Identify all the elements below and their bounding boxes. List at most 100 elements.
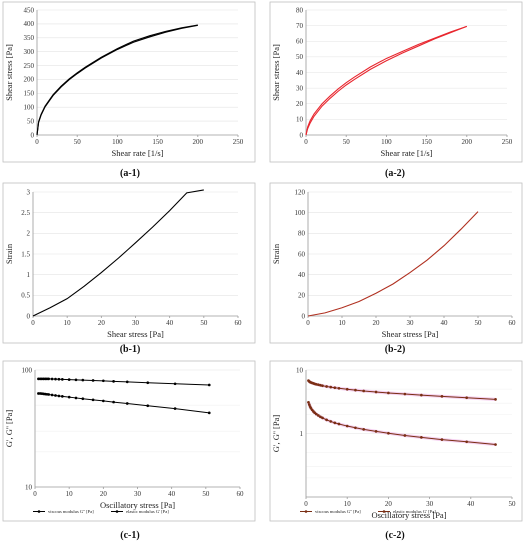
series-line [305, 25, 467, 136]
legend-marker [304, 510, 308, 513]
data-point [314, 412, 318, 416]
data-point [387, 391, 390, 395]
y-tick-label: 40 [298, 271, 306, 279]
y-tick-label: 0 [27, 312, 31, 320]
y-tick-label: 70 [296, 22, 304, 30]
x-tick-label: 10 [344, 500, 352, 508]
y-tick-label: 450 [24, 6, 35, 14]
data-point [54, 377, 57, 381]
y-tick-label: 60 [298, 250, 306, 258]
data-point [319, 383, 322, 387]
x-tick-label: 0 [306, 319, 310, 327]
x-tick-label: 10 [66, 490, 74, 498]
data-point [146, 404, 150, 408]
data-point [354, 388, 357, 392]
data-point [337, 422, 341, 426]
y-axis-label: Strain [271, 243, 281, 264]
x-tick-label: 30 [407, 319, 415, 327]
data-point [67, 378, 71, 381]
x-tick-label: 30 [132, 319, 140, 327]
panel-label-a-2: (a-2) [385, 168, 405, 179]
y-tick-label: 120 [295, 188, 306, 196]
y-tick-label: 1 [300, 430, 304, 438]
chart-panel-b-2: 0 20 40 60 80 100 120 0 10 20 30 40 50 60 Shear stress… [269, 182, 523, 344]
y-tick-label: 60 [296, 38, 304, 46]
data-point [81, 378, 85, 382]
x-tick-label: 0 [304, 500, 308, 508]
data-point [321, 384, 324, 388]
y-tick-label: 40 [296, 69, 304, 77]
data-point [47, 377, 51, 381]
panel-label-b-2: (b-2) [385, 344, 406, 355]
x-tick-label: 20 [385, 500, 393, 508]
y-tick-label: 100 [295, 209, 306, 217]
data-point [420, 435, 423, 439]
x-tick-label: 100 [381, 138, 392, 146]
data-point [50, 377, 54, 381]
panel-frame [269, 360, 523, 522]
data-point [54, 394, 57, 397]
x-axis-label: Shear stress [Pa] [382, 329, 439, 339]
data-point [307, 400, 310, 404]
y-tick-label: 0 [31, 131, 35, 139]
x-axis-label: Shear rate [1/s] [381, 148, 433, 158]
y-tick-label: 150 [24, 90, 35, 98]
y-tick-label: 100 [22, 366, 33, 374]
y-axis-label: G', G'' [Pa] [271, 415, 281, 453]
data-point [440, 394, 444, 398]
x-axis-label: Oscillatory stress [Pa] [100, 500, 175, 510]
panel-label-b-1: (b-1) [120, 344, 141, 355]
data-point [125, 380, 129, 384]
x-tick-label: 60 [509, 319, 517, 327]
y-tick-label: 0.5 [21, 292, 30, 300]
data-point [337, 386, 341, 390]
data-point [420, 393, 423, 397]
y-tick-label: 10 [25, 483, 33, 491]
data-point [125, 402, 129, 405]
x-tick-label: 150 [421, 138, 432, 146]
legend-marker [37, 510, 41, 513]
panel-label-a-1: (a-1) [120, 168, 140, 179]
data-point [314, 382, 318, 386]
panel-label-c-1: (c-1) [120, 530, 139, 541]
y-tick-label: 2 [27, 230, 31, 238]
y-tick-label: 0 [300, 131, 304, 139]
data-point [440, 438, 444, 442]
data-point [173, 382, 177, 386]
data-point [207, 383, 211, 387]
data-point [345, 424, 349, 428]
data-point [60, 395, 64, 398]
data-point [325, 385, 328, 388]
x-tick-label: 50 [202, 490, 210, 498]
x-tick-label: 250 [502, 138, 513, 146]
data-point [403, 434, 407, 437]
y-tick-label: 250 [24, 62, 35, 70]
x-tick-label: 20 [98, 319, 106, 327]
y-tick-label: 100 [24, 104, 35, 112]
x-axis-label: Shear stress [Pa] [107, 329, 164, 339]
x-tick-label: 30 [426, 500, 434, 508]
data-point [101, 379, 105, 383]
data-point [465, 440, 469, 444]
data-point [91, 379, 95, 382]
x-tick-label: 40 [168, 490, 176, 498]
y-tick-label: 30 [296, 84, 304, 92]
y-tick-label: 80 [296, 6, 304, 14]
x-tick-label: 60 [235, 319, 243, 327]
data-point [317, 414, 320, 417]
y-tick-label: 80 [298, 230, 306, 238]
x-tick-label: 40 [467, 500, 475, 508]
y-tick-label: 0 [302, 312, 306, 320]
data-point [329, 385, 333, 389]
legend-entry: viscous modulus G'' [Pa] [48, 509, 94, 514]
data-point [325, 418, 328, 422]
data-point [319, 415, 322, 419]
data-point [91, 398, 95, 402]
data-point [333, 421, 337, 425]
data-point [403, 392, 407, 396]
y-axis-label: Shear stress [Pa] [271, 44, 281, 101]
x-tick-label: 10 [64, 319, 72, 327]
x-tick-label: 0 [304, 138, 308, 146]
